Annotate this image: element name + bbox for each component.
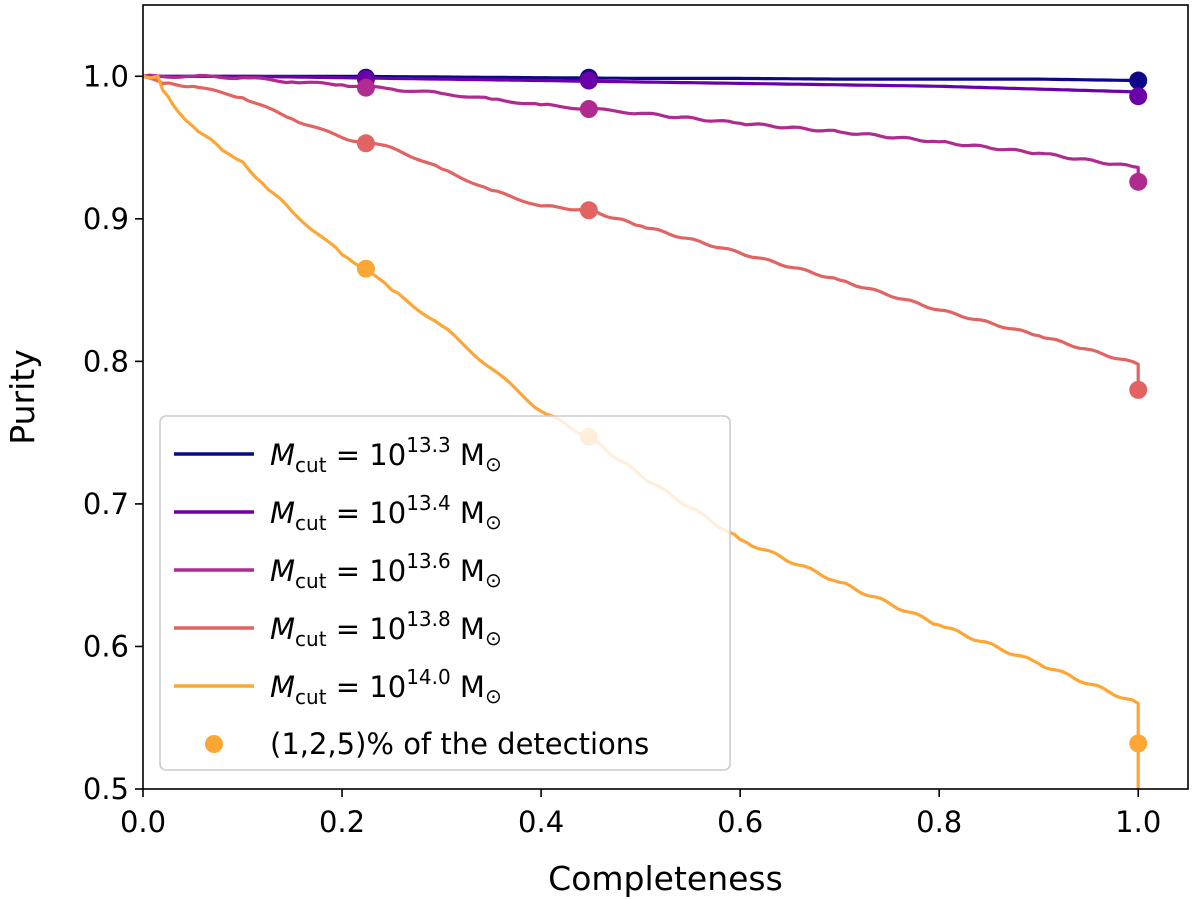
x-tick-label-5: 0.8 (916, 805, 962, 839)
series-5-marker-1 (356, 259, 375, 278)
series-1-marker-3 (1129, 71, 1148, 90)
legend-label-2: Mcut = 1013.4 M⊙ (270, 491, 502, 535)
legend-marker-label: (1,2,5)% of the detections (270, 727, 649, 761)
legend-marker-swatch (205, 735, 223, 753)
series-4-marker-1 (356, 134, 375, 153)
x-tick-label-4: 0.6 (717, 805, 763, 839)
x-tick-label-1: 0.0 (120, 805, 166, 839)
legend-label-3: Mcut = 1013.6 M⊙ (270, 549, 502, 593)
series-3-marker-3 (1129, 172, 1148, 191)
legend-label-5: Mcut = 1014.0 M⊙ (270, 665, 502, 709)
plot-frame (142, 4, 1189, 790)
y-tick-label-1: 0.5 (83, 772, 129, 806)
series-line-4 (143, 74, 1140, 390)
series-markers (356, 68, 1148, 753)
x-tick-label-6: 1.0 (1115, 805, 1161, 839)
legend-label-4: Mcut = 1013.8 M⊙ (270, 607, 502, 651)
y-tick-label-3: 0.7 (83, 487, 129, 521)
series-3-marker-2 (579, 100, 598, 119)
y-tick-label-5: 0.9 (83, 202, 129, 236)
series-2-marker-2 (579, 71, 598, 90)
series-line-2 (143, 74, 1140, 97)
series-4-marker-2 (579, 201, 598, 220)
legend-label-1: Mcut = 1013.3 M⊙ (270, 433, 502, 477)
series-2-marker-3 (1129, 87, 1148, 106)
axes: 0.0 0.2 0.4 0.6 0.8 1.0 0.5 0.6 0.7 0.8 0.9 1.0 (83, 4, 1189, 839)
y-tick-label-4: 0.8 (83, 344, 129, 378)
y-tick-label-6: 1.0 (83, 59, 129, 93)
series-5-marker-3 (1129, 734, 1148, 753)
y-axis-label: Purity (3, 349, 42, 444)
series-4-marker-3 (1129, 380, 1148, 399)
y-tick-label-2: 0.6 (83, 629, 129, 663)
legend: Mcut = 1013.3 M⊙ Mcut = 1013.4 M⊙ Mcut = 1… (159, 415, 731, 771)
series-line-3 (143, 73, 1140, 182)
legend-box (159, 415, 731, 771)
x-axis-label: Completeness (548, 859, 783, 898)
x-tick-label-2: 0.2 (319, 805, 365, 839)
series-3-marker-1 (356, 78, 375, 97)
x-tick-label-3: 0.4 (518, 805, 564, 839)
